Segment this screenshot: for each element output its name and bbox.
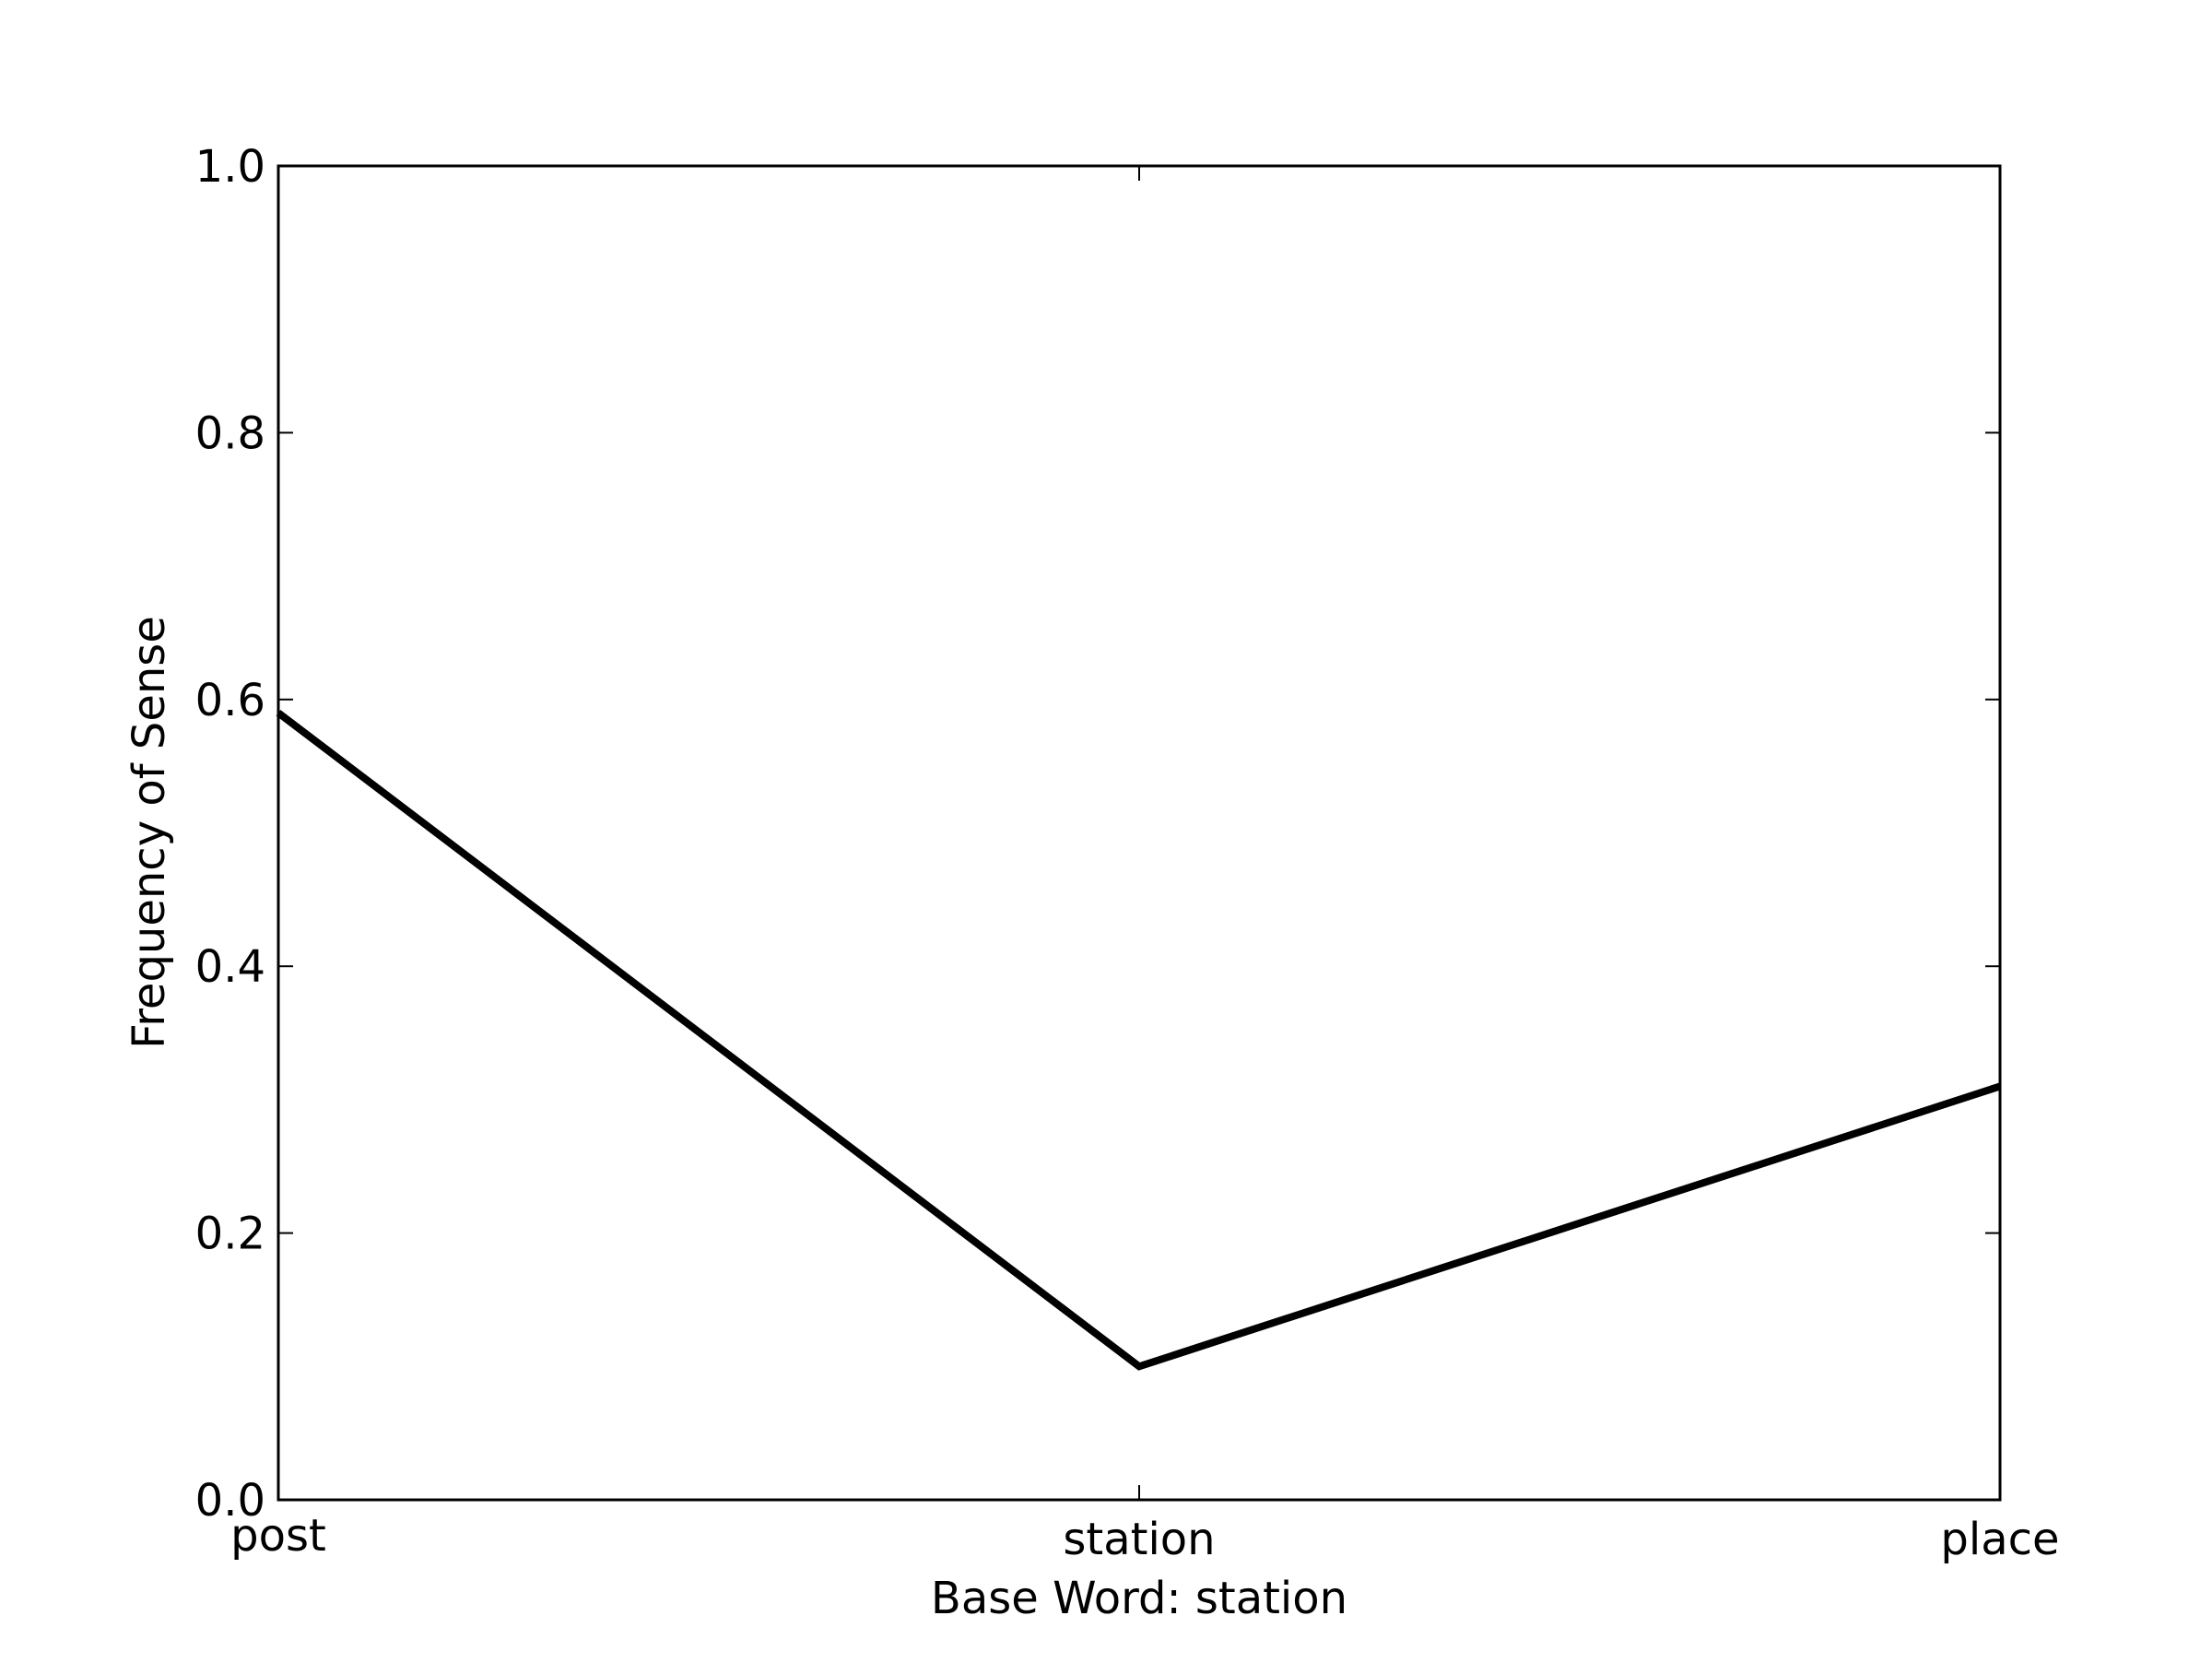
y-tick-label: 0.0 (195, 1475, 265, 1527)
y-tick-label: 0.4 (195, 941, 265, 993)
y-tick-label: 0.2 (195, 1209, 265, 1260)
series-line (276, 710, 2002, 1371)
plot-frame (276, 164, 2002, 1502)
series-layer (276, 710, 2002, 1371)
y-axis-label: Frequency of Sense (124, 616, 175, 1049)
x-tick-labels: post station place (230, 1510, 2059, 1565)
y-tick-label: 0.6 (195, 675, 265, 726)
y-tick-label: 0.8 (195, 407, 265, 459)
x-axis-label: Base Word: station (931, 1573, 1347, 1624)
y-tick-label: 1.0 (195, 141, 265, 193)
x-tick-label: station (1063, 1514, 1215, 1565)
y-tick-labels: 0.0 0.2 0.4 0.6 0.8 1.0 (195, 141, 265, 1527)
x-tick-label: post (230, 1510, 326, 1562)
x-tick-label: place (1940, 1514, 2059, 1565)
